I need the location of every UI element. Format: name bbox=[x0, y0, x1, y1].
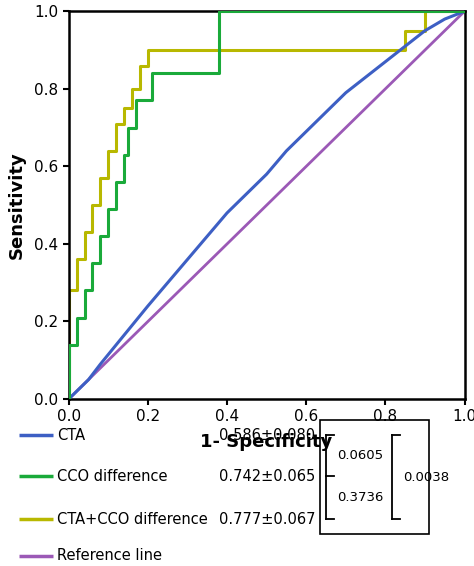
Text: 0.0038: 0.0038 bbox=[403, 470, 450, 483]
Text: 0.777±0.067: 0.777±0.067 bbox=[219, 512, 315, 526]
Text: 0.586±0.080: 0.586±0.080 bbox=[219, 427, 315, 443]
Bar bbox=[320, 420, 429, 534]
Text: 0.742±0.065: 0.742±0.065 bbox=[219, 469, 315, 484]
Text: CTA+CCO difference: CTA+CCO difference bbox=[57, 512, 208, 526]
Text: 0.0605: 0.0605 bbox=[337, 449, 383, 462]
Text: Reference line: Reference line bbox=[57, 548, 162, 563]
Y-axis label: Sensitivity: Sensitivity bbox=[8, 151, 26, 259]
Text: CCO difference: CCO difference bbox=[57, 469, 168, 484]
X-axis label: 1- Specificity: 1- Specificity bbox=[201, 433, 333, 451]
Text: CTA: CTA bbox=[57, 427, 85, 443]
Text: 0.3736: 0.3736 bbox=[337, 491, 384, 504]
